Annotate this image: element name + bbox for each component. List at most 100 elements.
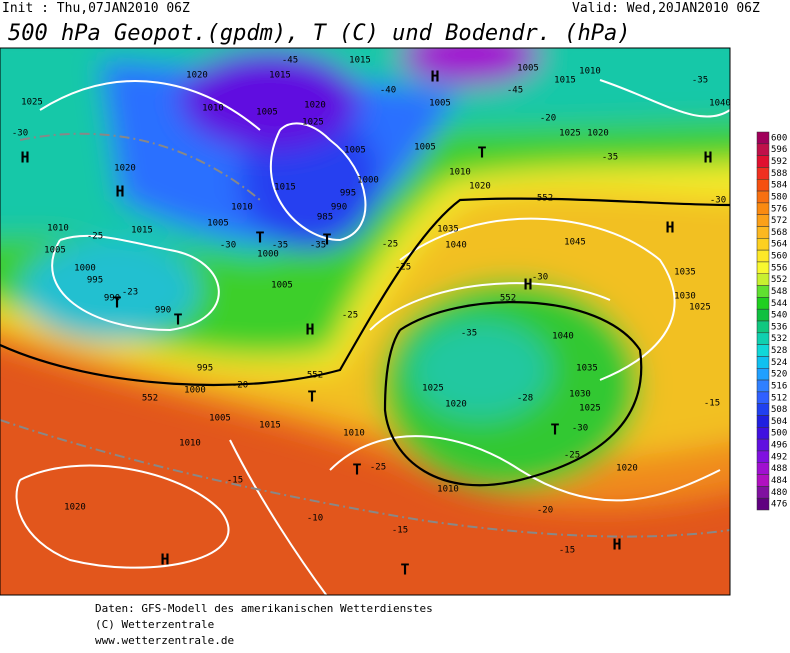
colorbar-label: 568 (771, 228, 787, 238)
colorbar-swatch (756, 238, 770, 251)
contour-552 (0, 197, 730, 487)
colorbar-swatch (756, 179, 770, 192)
pressure-center: T (255, 229, 264, 247)
contour-label: 1005 (344, 146, 366, 156)
contour-label: 1010 (343, 429, 365, 439)
colorbar-swatch (756, 285, 770, 298)
contour-label: 1020 (616, 464, 638, 474)
colorbar-label: 496 (771, 441, 787, 451)
pressure-center: H (523, 276, 532, 294)
contour-label: -20 (537, 506, 553, 516)
colorbar-label: 540 (771, 311, 787, 321)
contour-label: -45 (282, 56, 298, 66)
footer-line: Daten: GFS-Modell des amerikanischen Wet… (95, 602, 433, 615)
contour-label: 1020 (186, 71, 208, 81)
contour-label: 1005 (517, 64, 539, 74)
contour-label: -15 (392, 526, 408, 536)
pressure-center: T (307, 388, 316, 406)
pressure-center: H (160, 551, 169, 569)
contour-label: 552 (500, 294, 516, 304)
pressure-center: H (430, 68, 439, 86)
contour-label: 1015 (269, 71, 291, 81)
contour-label: -25 (564, 451, 580, 461)
colorbar-swatch (756, 486, 770, 499)
colorbar-swatch (756, 320, 770, 334)
contour-label: -35 (461, 329, 477, 339)
colorbar-swatch (756, 474, 770, 487)
colorbar-label: 584 (771, 181, 787, 191)
contour-label: -30 (220, 241, 236, 251)
contour-label: 995 (87, 276, 103, 286)
colorbar-label: 544 (771, 299, 787, 309)
map (0, 48, 730, 595)
contour-label: 1000 (184, 386, 206, 396)
contour-label: -25 (395, 263, 411, 273)
contour-label: -30 (572, 424, 588, 434)
contour-label: 1005 (271, 281, 293, 291)
pressure-center: T (400, 561, 409, 579)
colorbar-swatch (756, 308, 770, 322)
pressure-center: T (477, 144, 486, 162)
contour-label: 1025 (559, 129, 581, 139)
colorbar-swatch (756, 332, 770, 345)
colorbar-label: 532 (771, 334, 787, 344)
map-frame (0, 47, 731, 596)
pressure-center: T (352, 461, 361, 479)
contour-label: 1005 (209, 414, 231, 424)
contour-label: 552 (142, 394, 158, 404)
contour-label: -15 (559, 546, 575, 556)
contour-label: 1005 (256, 108, 278, 118)
contour-label: 1025 (21, 98, 43, 108)
contour-label: 1000 (357, 176, 379, 186)
colorbar-swatch (756, 167, 770, 180)
contour-label: -10 (307, 514, 323, 524)
colorbar-label: 548 (771, 287, 787, 297)
contour-label: -30 (12, 129, 28, 139)
colorbar-swatch (756, 155, 770, 168)
contour-label: 1010 (202, 104, 224, 114)
contour-label: -45 (507, 86, 523, 96)
contour-label: -35 (310, 241, 326, 251)
contour-label: 1020 (445, 400, 467, 410)
contour-label: -30 (710, 196, 726, 206)
colorbar-swatch (756, 273, 770, 286)
contour-label: 1015 (349, 56, 371, 66)
colorbar-swatch (756, 368, 770, 381)
footer-line: (C) Wetterzentrale (95, 618, 214, 631)
colorbar-label: 476 (771, 500, 787, 510)
pressure-center: T (550, 421, 559, 439)
contour-label: 1025 (579, 404, 601, 414)
colorbar-label: 492 (771, 452, 787, 462)
contour-label: 995 (197, 364, 213, 374)
contour-label: -15 (227, 476, 243, 486)
colorbar-label: 600 (771, 133, 787, 143)
contour-label: 1035 (576, 364, 598, 374)
colorbar-label: 592 (771, 157, 787, 167)
contour-label: -20 (232, 381, 248, 391)
contour-label: 1015 (131, 226, 153, 236)
colorbar-label: 520 (771, 370, 787, 380)
contour-label: 1010 (47, 224, 69, 234)
colorbar-swatch (756, 379, 770, 393)
valid-time: Valid: Wed,20JAN2010 06Z (572, 1, 760, 16)
pressure-center: H (665, 219, 674, 237)
colorbar-label: 480 (771, 488, 787, 498)
colorbar-swatch (756, 297, 770, 310)
contour-label: 995 (340, 189, 356, 199)
pressure-center: H (305, 321, 314, 339)
colorbar-label: 552 (771, 275, 787, 285)
colorbar-label: 588 (771, 169, 787, 179)
colorbar-label: 508 (771, 405, 787, 415)
contour-label: 1015 (259, 421, 281, 431)
init-time: Init : Thu,07JAN2010 06Z (2, 1, 190, 16)
contour-label: 1040 (552, 332, 574, 342)
contour-label: 1010 (437, 485, 459, 495)
colorbar-label: 524 (771, 358, 787, 368)
colorbar-label: 564 (771, 240, 787, 250)
contour-label: 990 (155, 306, 171, 316)
colorbar-label: 516 (771, 381, 787, 391)
colorbar-swatch (756, 462, 770, 475)
colorbar-swatch (756, 344, 770, 357)
colorbar-swatch (756, 427, 770, 440)
contour-label: 1020 (587, 129, 609, 139)
